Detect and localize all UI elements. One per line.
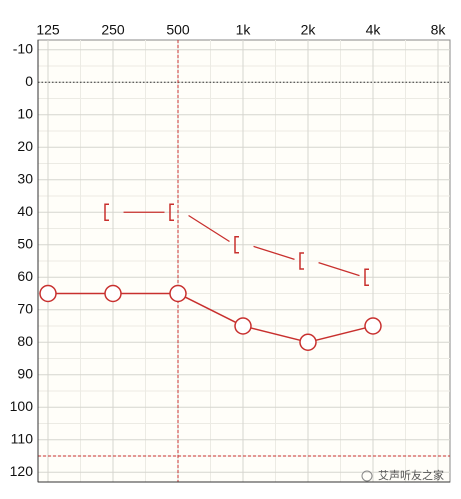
connector — [188, 214, 230, 243]
y-tick-label: 70 — [17, 300, 33, 316]
y-tick-label: 110 — [11, 430, 34, 446]
y-tick-label: 40 — [17, 203, 33, 219]
y-tick-label: 0 — [25, 73, 33, 89]
air-marker — [169, 284, 187, 303]
x-tick-label: 4k — [366, 22, 382, 38]
connector — [318, 262, 360, 277]
bone-marker — [169, 203, 174, 221]
air-marker — [364, 317, 382, 335]
y-tick-label: 80 — [17, 333, 33, 349]
y-tick-label: 90 — [17, 365, 33, 381]
y-tick-label: 100 — [10, 398, 34, 414]
y-tick-label: 120 — [10, 463, 34, 479]
connector — [253, 245, 295, 260]
y-tick-label: 10 — [17, 105, 33, 121]
connector — [315, 327, 366, 342]
y-tick-label: -10 — [13, 40, 33, 56]
y-tick-label: 20 — [17, 138, 33, 154]
x-tick-label: 2k — [301, 22, 317, 38]
y-tick-label: 30 — [17, 170, 33, 186]
x-tick-label: 8k — [431, 22, 447, 38]
air-marker — [299, 333, 317, 351]
bone-marker — [299, 252, 304, 270]
y-tick-label: 50 — [17, 235, 33, 251]
connector — [184, 296, 237, 324]
x-tick-label: 125 — [36, 22, 60, 38]
watermark: 艾声听友之家 — [378, 468, 444, 482]
air-marker — [234, 317, 252, 335]
x-tick-label: 1k — [236, 22, 252, 38]
x-tick-label: 500 — [166, 22, 190, 38]
y-tick-label: 60 — [17, 268, 33, 284]
watermark-icon — [361, 470, 373, 482]
air-marker — [39, 284, 57, 303]
x-tick-label: 250 — [101, 22, 125, 38]
connector — [250, 327, 301, 342]
bone-marker — [234, 236, 239, 254]
bone-marker — [364, 268, 369, 286]
air-marker — [104, 284, 122, 303]
bone-marker — [104, 203, 109, 221]
